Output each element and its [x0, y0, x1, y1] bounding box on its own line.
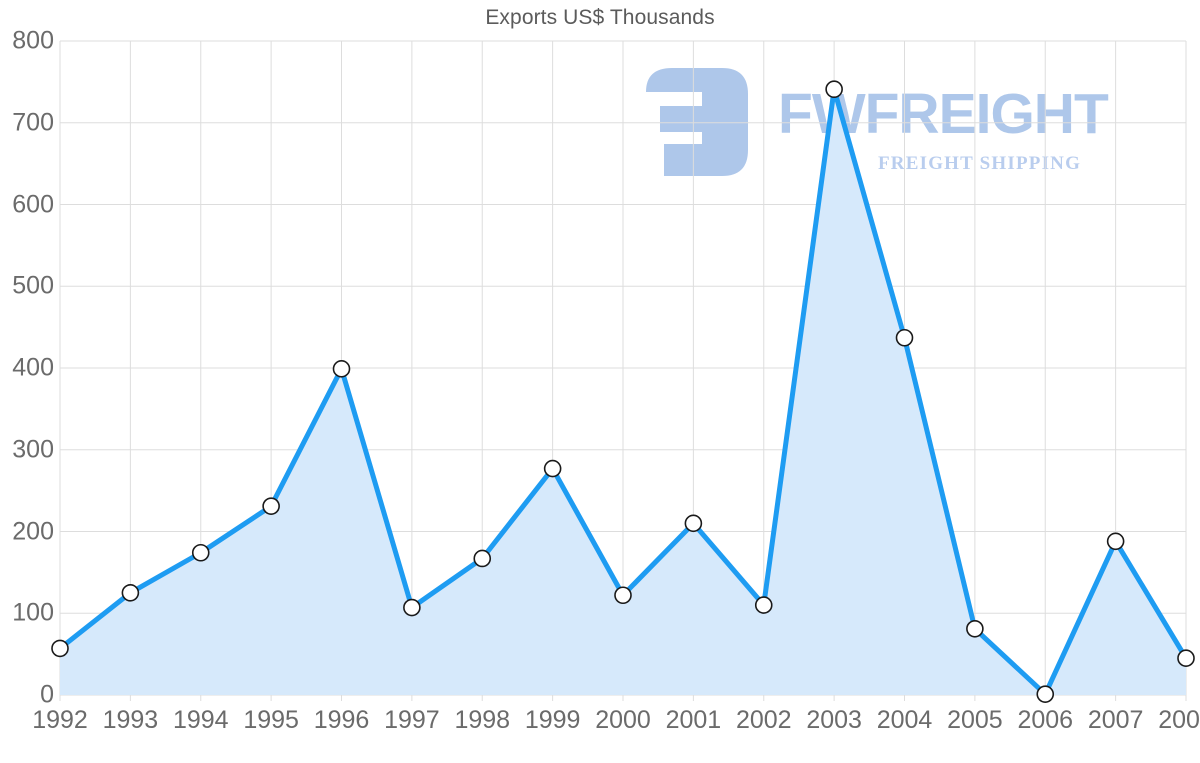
data-point-marker[interactable] — [51, 639, 69, 658]
x-axis-tick-label: 2003 — [806, 706, 862, 734]
x-axis-tick-label: 1995 — [243, 706, 299, 734]
x-axis-tick-label: 2008 — [1158, 706, 1200, 734]
x-axis-tick-label: 2001 — [665, 706, 722, 734]
data-point-markers — [51, 80, 1195, 703]
x-axis-tick-label: 1996 — [313, 706, 370, 734]
x-axis-tick-label: 2007 — [1087, 706, 1144, 734]
data-point-marker[interactable] — [332, 360, 351, 378]
data-point-marker[interactable] — [1036, 685, 1055, 703]
y-axis-tick-label: 300 — [12, 435, 54, 464]
y-axis-tick-label: 400 — [12, 353, 54, 382]
data-point-marker[interactable] — [1106, 532, 1125, 551]
data-point-marker[interactable] — [473, 549, 492, 568]
data-point-marker[interactable] — [684, 514, 703, 533]
y-axis-tick-label: 800 — [12, 26, 54, 55]
area-fill — [60, 89, 1186, 696]
data-point-marker[interactable] — [262, 497, 280, 515]
data-point-marker[interactable] — [543, 459, 562, 478]
data-point-marker[interactable] — [1177, 649, 1195, 668]
data-point-marker[interactable] — [191, 543, 210, 562]
y-axis-tick-label: 100 — [12, 598, 54, 627]
data-point-marker[interactable] — [895, 328, 914, 347]
data-point-marker[interactable] — [121, 584, 140, 602]
x-axis-tick-label: 1993 — [102, 706, 159, 734]
y-axis-tick-label: 500 — [12, 271, 54, 300]
x-axis-tick-label: 2005 — [947, 706, 1003, 734]
data-point-marker[interactable] — [754, 596, 773, 614]
y-axis-tick-label: 0 — [40, 680, 54, 709]
y-axis-tick-label: 700 — [12, 108, 54, 137]
x-axis-tick-label: 2004 — [876, 706, 933, 734]
y-axis-tick-label: 200 — [12, 517, 54, 545]
data-point-marker[interactable] — [403, 598, 421, 617]
x-axis-tick-label: 2002 — [735, 706, 792, 734]
x-axis-tick-label: 1992 — [32, 706, 88, 734]
x-axis-tick-label: 1994 — [172, 706, 229, 734]
x-axis-tick-label: 1998 — [454, 706, 511, 734]
data-point-marker[interactable] — [825, 80, 843, 99]
x-axis-tick-label: 2006 — [1017, 706, 1074, 734]
data-point-marker[interactable] — [614, 586, 632, 605]
y-axis-tick-label: 600 — [12, 190, 54, 218]
x-axis-tick-label: 2000 — [595, 706, 651, 734]
data-point-marker[interactable] — [966, 619, 984, 638]
x-axis-tick-label: 1999 — [524, 706, 581, 734]
chart-title: Exports US$ Thousands — [485, 6, 715, 29]
x-axis-tick-label: 1997 — [384, 706, 440, 734]
